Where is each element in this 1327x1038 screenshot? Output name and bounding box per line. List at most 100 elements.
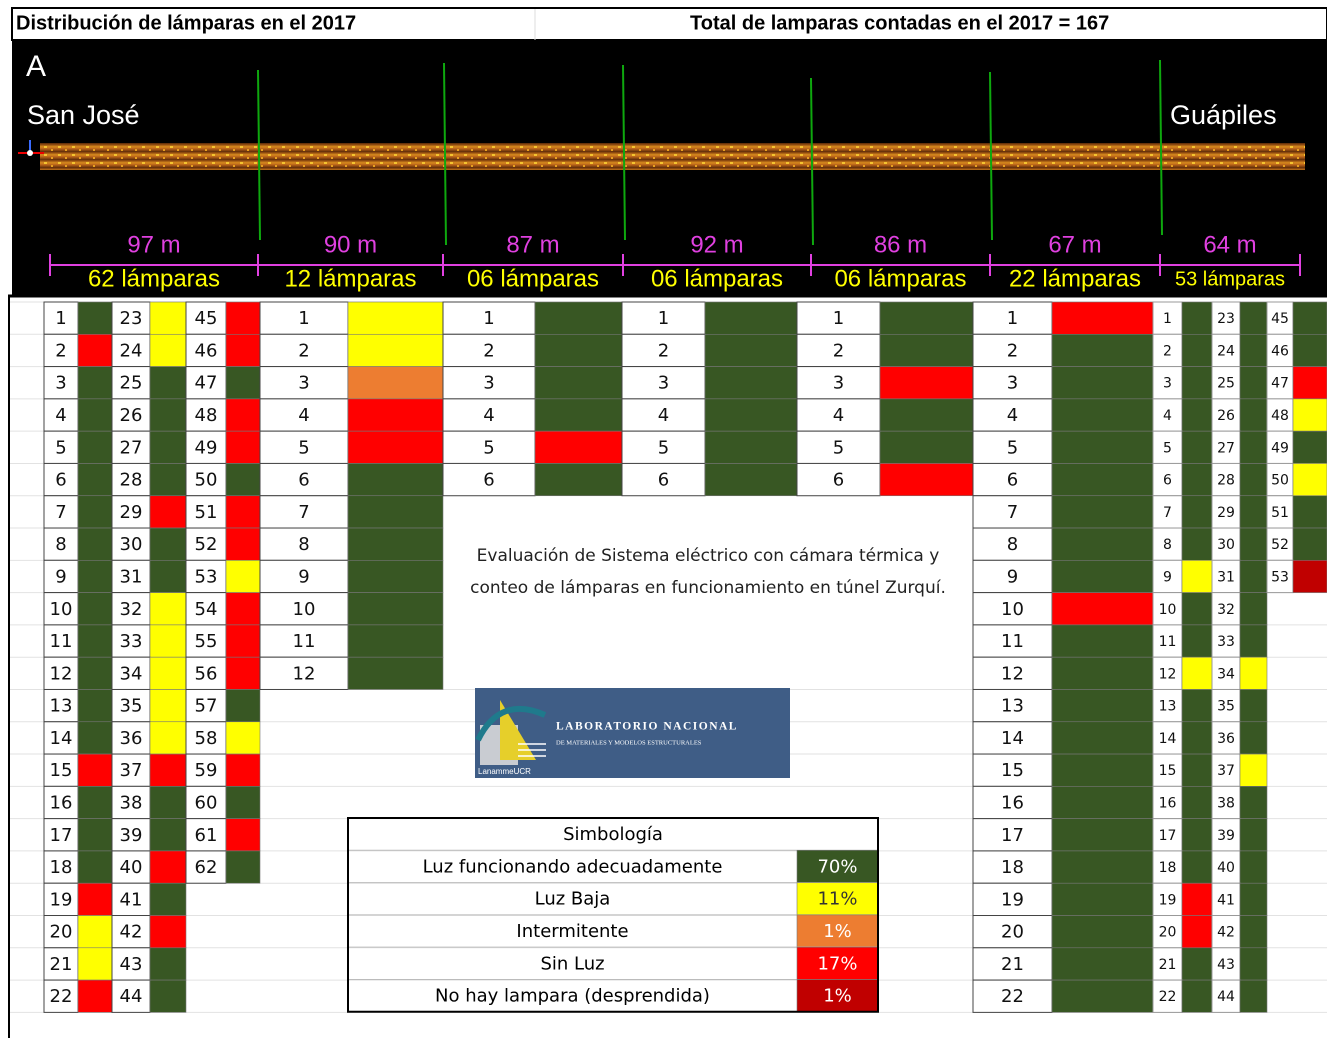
lamp-status (1292, 366, 1327, 400)
lamp-number-cell (185, 753, 227, 787)
lamp-status (704, 366, 798, 400)
lamp-number: 49 (1271, 440, 1289, 456)
lamp-number: 32 (1217, 602, 1235, 618)
lamp-status (1239, 333, 1268, 367)
lamp-number: 3 (483, 373, 494, 394)
section-distance: 97 m (127, 231, 180, 258)
header-title: Distribución de lámparas en el 2017 (16, 12, 356, 34)
lamp-status (534, 430, 623, 464)
lamp-number-cell (972, 462, 1053, 497)
lamp-number-cell (1152, 785, 1183, 820)
lamp-number: 11 (50, 631, 73, 652)
lamp-number: 2 (1163, 343, 1172, 359)
lamp-number: 53 (195, 566, 218, 587)
lamp-number: 48 (1271, 408, 1289, 424)
lamp-status (225, 560, 261, 593)
lamp-number-cell (185, 624, 227, 658)
lamp-status (704, 333, 798, 367)
lamp-number-cell (43, 979, 79, 1013)
lamp-number: 12 (1159, 666, 1177, 682)
lamp-number-cell (43, 850, 79, 884)
lamp-status (1051, 947, 1154, 981)
lamp-number: 25 (1217, 376, 1235, 392)
logo-brand: LanammeUCR (478, 767, 531, 776)
axis-icon (18, 140, 44, 156)
lamp-status (77, 818, 113, 852)
lamp-status (149, 366, 187, 400)
lamp-status (1051, 527, 1154, 561)
lamp-status (1239, 592, 1268, 626)
section-lamps: 53 lámparas (1175, 268, 1285, 290)
lamp-number: 3 (55, 373, 66, 394)
lamp-number-cell (1211, 592, 1241, 626)
lamp-number-cell (1152, 398, 1183, 432)
lamp-status (1181, 463, 1213, 497)
lamp-status (347, 560, 444, 593)
lamp-number-cell (43, 527, 79, 561)
lamp-status (879, 301, 974, 335)
lamp-number: 1 (483, 308, 494, 329)
lamp-number-cell (796, 301, 881, 335)
lamp-number: 46 (1271, 343, 1289, 359)
lamp-number-cell (111, 559, 151, 594)
lamp-status (149, 915, 187, 949)
lamp-number-cell (442, 430, 536, 464)
lamp-number-cell (972, 947, 1053, 981)
logo-name: LABORATORIO NACIONAL (556, 721, 738, 733)
lamp-number: 3 (298, 373, 309, 394)
lamp-number-cell (111, 688, 151, 723)
lamp-number: 6 (833, 470, 844, 491)
lamp-status (347, 430, 444, 464)
lamp-number-cell (1152, 656, 1183, 690)
lamp-status (1181, 301, 1213, 335)
lamp-number: 38 (1217, 795, 1235, 811)
lamp-status (149, 689, 187, 723)
lamp-number-cell (43, 915, 79, 949)
lamp-status (225, 430, 261, 464)
lamp-number: 6 (1007, 470, 1018, 491)
lamp-number-cell (972, 785, 1053, 820)
lamp-number: 20 (50, 922, 73, 943)
lamp-status (1051, 882, 1154, 916)
lamp-status (704, 301, 798, 335)
lamp-number: 29 (1217, 505, 1235, 521)
lamp-number: 9 (1007, 566, 1018, 587)
tunnel-strip (40, 143, 1305, 170)
description-box (443, 495, 973, 688)
lamp-number: 22 (50, 986, 73, 1007)
lamp-status (1051, 560, 1154, 593)
lamp-status (704, 463, 798, 497)
lamp-status (149, 753, 187, 787)
lamp-status (149, 560, 187, 593)
section-lamps: 62 lámparas (88, 265, 220, 292)
legend-swatch (796, 946, 879, 980)
legend-title: Simbología (563, 824, 663, 845)
lamp-number-cell (1211, 688, 1241, 723)
lamp-number-cell (972, 559, 1053, 594)
lamp-status (225, 366, 261, 400)
lamp-number: 17 (50, 825, 73, 846)
lamp-number-cell (796, 366, 881, 400)
lamp-status (1181, 689, 1213, 723)
lamp-number: 1 (1007, 308, 1018, 329)
lamp-number: 40 (120, 857, 143, 878)
lamp-status (225, 592, 261, 626)
lamp-number: 2 (658, 340, 669, 361)
lamp-number-cell (259, 656, 349, 690)
lamp-status (149, 463, 187, 497)
lamp-number: 9 (55, 566, 66, 587)
lamp-number: 42 (1217, 925, 1235, 941)
lamp-number-cell (972, 398, 1053, 432)
lamp-status (77, 366, 113, 400)
lamp-number: 30 (1217, 537, 1235, 553)
lamp-number-cell (1152, 721, 1183, 755)
lamp-status (77, 463, 113, 497)
lamp-number: 22 (1159, 989, 1177, 1005)
lamp-status (77, 333, 113, 367)
lamp-status (1051, 850, 1154, 884)
lamp-status (1051, 689, 1154, 723)
legend-value: 11% (817, 889, 857, 910)
legend-label: Luz funcionando adecuadamente (423, 856, 723, 877)
lamp-number-cell (185, 430, 227, 464)
